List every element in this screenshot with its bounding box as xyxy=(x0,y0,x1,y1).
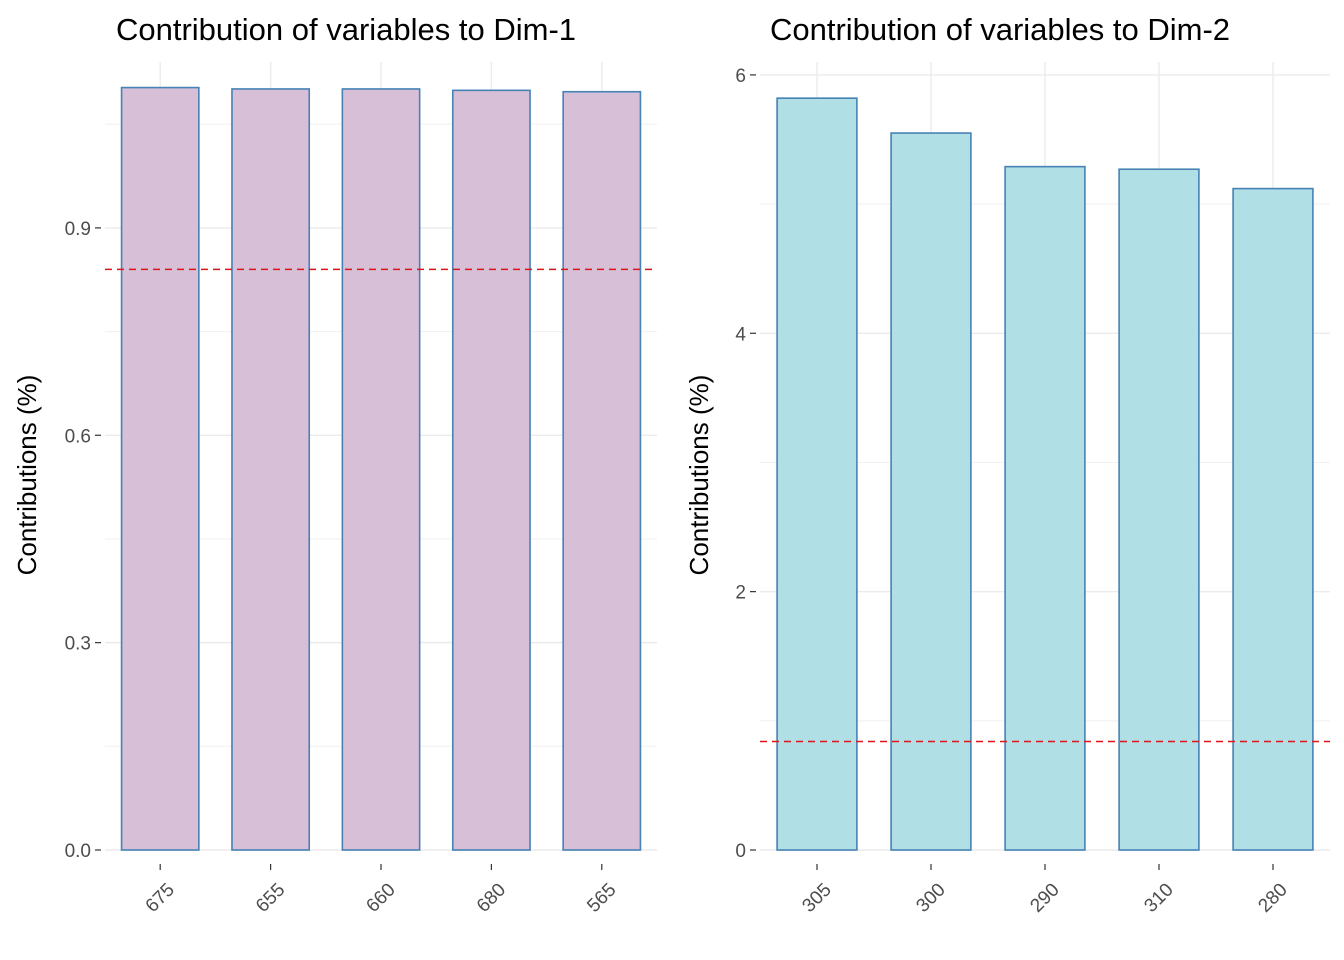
bar-300 xyxy=(890,132,972,851)
y-tick-label: 0.6 xyxy=(65,426,91,447)
bar-310 xyxy=(1118,168,1200,851)
bar-660 xyxy=(341,88,421,851)
y-tick-label: 2 xyxy=(735,583,746,604)
bar-565 xyxy=(562,90,642,851)
x-tick-label: 655 xyxy=(252,879,289,916)
x-tick-label: 300 xyxy=(912,879,949,916)
chart-panel-dim1: Contribution of variables to Dim-1 Contr… xyxy=(12,12,657,917)
x-tick-label: 305 xyxy=(798,879,835,916)
bar-675 xyxy=(120,86,200,851)
bar-680 xyxy=(451,89,531,851)
chart-title-dim2: Contribution of variables to Dim-2 xyxy=(770,12,1230,47)
chart-panel-dim2: Contribution of variables to Dim-2 Contr… xyxy=(684,12,1330,917)
y-tick-label: 0.3 xyxy=(65,634,91,655)
y-tick-label: 0.0 xyxy=(65,841,91,862)
x-tick-label: 675 xyxy=(142,879,179,916)
bar-290 xyxy=(1004,165,1086,851)
x-tick-label: 680 xyxy=(473,879,510,916)
chart-title-dim1: Contribution of variables to Dim-1 xyxy=(116,12,576,47)
x-tick-label: 565 xyxy=(583,879,620,916)
y-axis-label-dim2: Contributions (%) xyxy=(684,375,714,576)
x-tick-label: 280 xyxy=(1254,879,1291,916)
bar-305 xyxy=(776,97,858,851)
x-tick-label: 310 xyxy=(1140,879,1177,916)
y-tick-label: 4 xyxy=(735,324,746,345)
bar-280 xyxy=(1232,187,1314,851)
bar-655 xyxy=(231,88,311,851)
x-tick-label: 660 xyxy=(362,879,399,916)
y-tick-label: 6 xyxy=(735,66,746,87)
y-tick-label: 0.9 xyxy=(65,219,91,240)
y-tick-label: 0 xyxy=(735,841,746,862)
x-tick-label: 290 xyxy=(1026,879,1063,916)
y-axis-label-dim1: Contributions (%) xyxy=(12,375,42,576)
